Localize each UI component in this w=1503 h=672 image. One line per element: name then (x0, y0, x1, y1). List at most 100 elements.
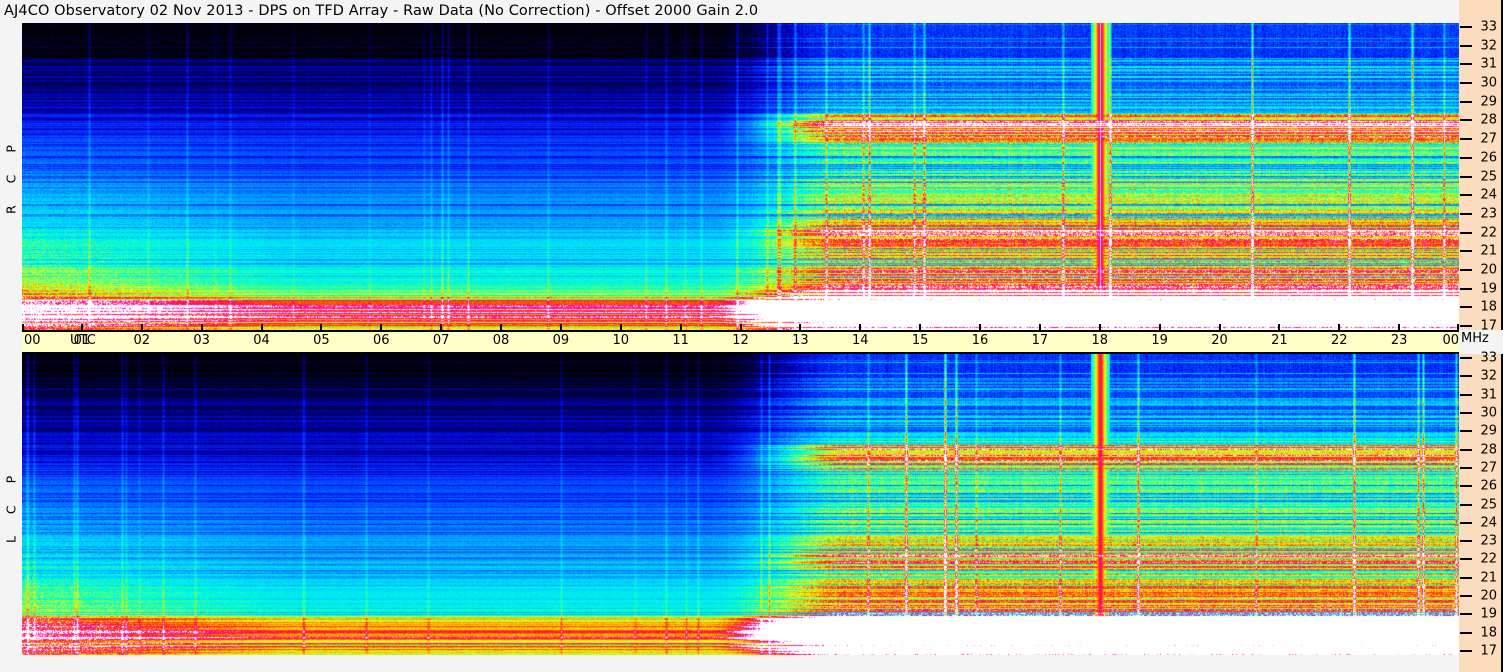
frequency-tick (1460, 613, 1472, 616)
time-tick-label: 12 (732, 333, 749, 348)
frequency-tick (1460, 306, 1472, 309)
frequency-tick-label: 28 (1480, 442, 1497, 458)
time-tick-label: 18 (1091, 333, 1109, 348)
time-tick-label: 00 (1442, 333, 1459, 348)
frequency-tick-label: 21 (1480, 243, 1497, 259)
frequency-tick-label: 29 (1480, 423, 1497, 439)
frequency-tick (1460, 63, 1472, 66)
frequency-tick (1460, 521, 1472, 524)
frequency-tick-label: 32 (1480, 368, 1497, 384)
time-tick (22, 324, 24, 332)
frequency-tick-label: 27 (1480, 460, 1497, 476)
frequency-tick-label: 28 (1480, 112, 1497, 128)
frequency-tick-label: 30 (1480, 405, 1497, 421)
time-tick-label: 03 (193, 333, 210, 348)
frequency-axis-margin-rcp: 33 32 31 30 29 28 27 26 25 24 23 22 21 20 19 18 17 (1459, 0, 1503, 334)
frequency-tick (1460, 357, 1472, 359)
frequency-tick (1460, 100, 1472, 103)
frequency-tick (1460, 448, 1472, 451)
time-tick-label: 09 (552, 333, 570, 348)
frequency-tick (1460, 119, 1472, 122)
frequency-tick (1460, 466, 1472, 469)
frequency-tick-label: 21 (1480, 570, 1497, 586)
frequency-tick (1460, 82, 1472, 85)
frequency-tick-label: 25 (1480, 497, 1497, 512)
time-tick-label: 17 (1031, 333, 1049, 348)
spectrogram-panel-lcp[interactable] (22, 354, 1459, 655)
time-tick (500, 324, 502, 332)
frequency-tick-label: 31 (1480, 56, 1497, 72)
frequency-tick (1460, 393, 1472, 396)
time-tick (1457, 324, 1459, 332)
frequency-tick-label: 17 (1480, 643, 1497, 659)
time-tick (260, 324, 263, 332)
time-tick (739, 324, 742, 332)
channel-label-rcp: R C P (0, 110, 22, 240)
frequency-tick (1460, 287, 1472, 290)
frequency-tick (1460, 325, 1472, 327)
frequency-tick (1460, 212, 1472, 215)
time-tick-label: 23 (1390, 333, 1408, 348)
spectrogram-image-lcp (22, 354, 1459, 655)
time-tick-label: 11 (672, 333, 689, 348)
time-tick (1038, 324, 1041, 332)
time-tick (799, 324, 802, 332)
frequency-tick-label: 23 (1480, 533, 1497, 549)
frequency-tick-label: 27 (1480, 131, 1497, 147)
frequency-tick-label: 25 (1480, 169, 1497, 184)
time-tick-label: 08 (492, 333, 510, 348)
frequency-tick-label: 26 (1480, 478, 1497, 494)
frequency-tick-label: 29 (1480, 94, 1497, 110)
time-tick (1278, 324, 1281, 332)
frequency-tick-label: 19 (1480, 606, 1497, 622)
frequency-tick (1460, 411, 1472, 414)
time-tick-label: 07 (432, 333, 450, 348)
time-tick-label: 14 (851, 333, 869, 348)
frequency-tick-label: 23 (1480, 206, 1497, 222)
time-tick-label: 04 (253, 333, 270, 348)
frequency-tick (1460, 650, 1472, 652)
title-bar: AJ4CO Observatory 02 Nov 2013 - DPS on T… (0, 0, 1459, 22)
frequency-tick (1460, 503, 1472, 506)
frequency-tick-label: 17 (1480, 318, 1497, 334)
time-tick-label: 20 (1211, 333, 1228, 348)
time-tick (859, 324, 862, 332)
frequency-tick-label: 30 (1480, 75, 1497, 91)
time-tick-label: 05 (313, 333, 330, 348)
page-title: AJ4CO Observatory 02 Nov 2013 - DPS on T… (4, 3, 759, 19)
frequency-tick (1460, 558, 1472, 561)
time-tick-label: 00 (24, 333, 41, 348)
time-tick (320, 324, 323, 332)
frequency-tick-label: 31 (1480, 387, 1497, 403)
time-tick (1338, 324, 1341, 332)
frequency-tick (1460, 194, 1472, 197)
frequency-tick (1460, 231, 1472, 234)
frequency-tick (1460, 44, 1472, 47)
time-tick (200, 324, 203, 332)
time-axis: 00 01 02 03 04 05 06 07 08 09 10 11 12 13 14 15 16 17 18 19… (22, 324, 1459, 360)
time-tick (679, 324, 682, 332)
frequency-tick (1460, 268, 1472, 271)
frequency-tick-label: 24 (1480, 515, 1497, 531)
time-tick-label: 15 (911, 333, 929, 348)
frequency-tick-label: 32 (1480, 38, 1497, 54)
time-unit-label: UTC (70, 333, 96, 348)
frequency-tick (1460, 26, 1472, 28)
frequency-tick (1460, 250, 1472, 253)
spectrogram-image-rcp (22, 23, 1459, 330)
frequency-tick (1460, 138, 1472, 141)
frequency-tick (1460, 595, 1472, 598)
time-tick (1098, 324, 1101, 332)
time-tick-label: 16 (971, 333, 989, 348)
frequency-tick (1460, 576, 1472, 579)
time-tick-label: 13 (792, 333, 809, 348)
time-tick (979, 324, 981, 332)
frequency-tick-label: 18 (1480, 299, 1497, 315)
time-tick (80, 324, 83, 332)
frequency-tick-label: 24 (1480, 187, 1497, 203)
frequency-tick-label: 22 (1480, 225, 1497, 241)
time-tick (619, 324, 622, 332)
spectrogram-panel-rcp[interactable] (22, 23, 1459, 330)
time-tick-label: 21 (1271, 333, 1288, 348)
time-tick (380, 324, 383, 332)
